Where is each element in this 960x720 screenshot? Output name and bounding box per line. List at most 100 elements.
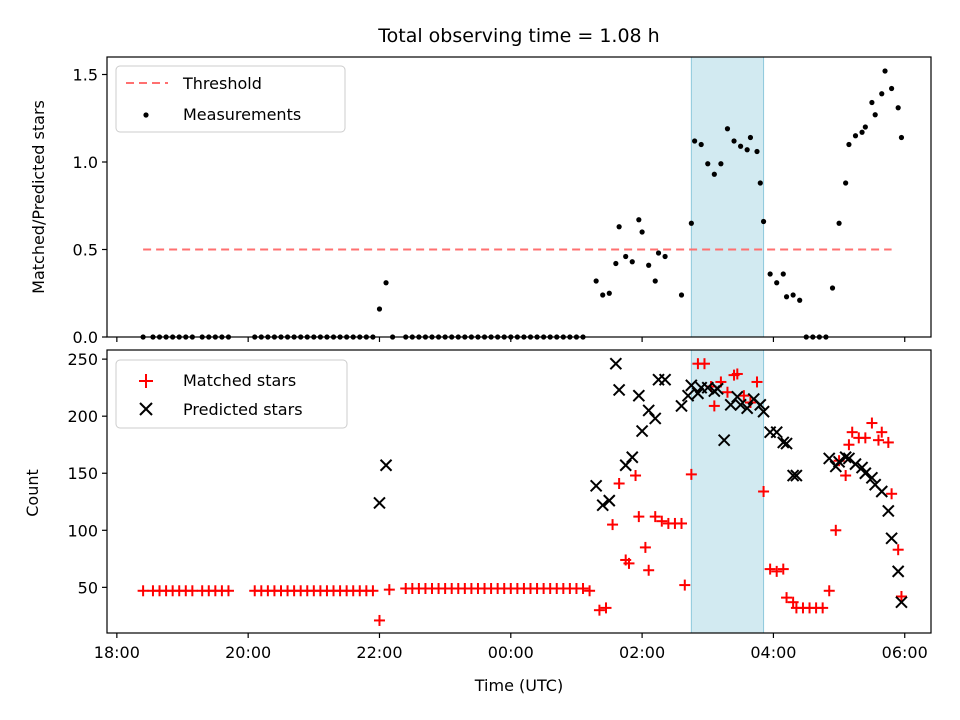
matched-star-point [679, 579, 691, 591]
matched-star-point [656, 515, 668, 527]
measurement-point [688, 220, 694, 226]
x-axis-label: Time (UTC) [474, 676, 563, 695]
measurement-point [797, 297, 803, 303]
predicted-star-point [859, 467, 872, 480]
measurement-point [790, 292, 796, 298]
bottom-y-axis-label: Count [23, 469, 42, 517]
matched-star-point [630, 470, 642, 482]
bottom-y-tick-label: 250 [67, 350, 98, 369]
measurement-point [774, 280, 780, 286]
predicted-star-point [882, 504, 895, 518]
predicted-star-point [675, 399, 688, 413]
predicted-star-point [780, 437, 793, 450]
predicted-star-point [589, 479, 603, 493]
matched-star-point [787, 596, 799, 608]
matched-star-point [633, 511, 645, 523]
bottom-axes-frame [106, 349, 932, 634]
matched-star-point [137, 585, 149, 597]
matched-star-point [593, 604, 605, 616]
predicted-star-point [612, 383, 626, 397]
predicted-star-point [642, 404, 655, 417]
predicted-star-point [724, 398, 737, 411]
top-legend: Threshold Measurements [115, 65, 346, 133]
predicted-star-point [754, 398, 767, 411]
matched-star-point [584, 585, 596, 597]
measurement-point [616, 224, 622, 230]
matched-star-point [698, 358, 710, 370]
top-legend-box [115, 65, 346, 133]
measurement-point [655, 250, 662, 256]
measurement-point [600, 292, 606, 298]
predicted-star-point [895, 595, 908, 609]
top-y-tick-label: 0.0 [73, 328, 98, 347]
predicted-star-point [658, 373, 672, 386]
measurement-point [783, 294, 790, 300]
measurement-point [376, 306, 383, 312]
predicted-star-point [839, 451, 852, 464]
matched-star-point [367, 585, 379, 597]
predicted-star-point [832, 455, 846, 469]
measurement-point [836, 220, 842, 226]
top-highlight-span [690, 56, 765, 338]
legend-matched-swatch [139, 374, 153, 388]
matched-star-point [846, 426, 858, 438]
measurement-point [889, 85, 895, 92]
matched-star-point [886, 488, 898, 500]
matched-star-point [577, 582, 589, 594]
bottom-legend-box [115, 359, 348, 429]
top-y-tick-label: 0.5 [73, 241, 98, 260]
predicted-star-point [777, 436, 790, 449]
top-y-tick-label: 1.5 [73, 66, 98, 85]
predicted-star-point [711, 382, 724, 396]
predicted-star-point [740, 401, 754, 415]
measurement-point [846, 141, 852, 148]
matched-star-point [623, 557, 635, 569]
matched-star-point [721, 386, 733, 398]
measurement-point [662, 253, 668, 260]
bottom-y-tick-label: 100 [67, 521, 98, 540]
predicted-stars-points [373, 357, 908, 609]
predicted-star-point [685, 379, 698, 392]
measurement-point [829, 285, 836, 291]
matched-star-point [607, 519, 619, 531]
measurement-point [678, 292, 685, 298]
measurement-point [724, 126, 731, 132]
measurement-point [760, 218, 767, 225]
x-tick-label: 04:00 [750, 643, 796, 662]
measurement-point [636, 217, 642, 223]
matched-star-point [649, 511, 661, 523]
measurement-point [767, 271, 773, 277]
measurement-point [869, 99, 875, 106]
measurement-point [895, 105, 901, 111]
measurement-point [731, 138, 737, 144]
legend-predicted-swatch [139, 402, 153, 416]
measurement-point [613, 260, 619, 267]
measurement-point [754, 148, 760, 155]
measurement-point [623, 253, 629, 260]
x-tick-label: 18:00 [94, 643, 140, 662]
predicted-star-point [632, 389, 646, 402]
matched-star-point [758, 486, 770, 497]
top-y-ticks: 0.0 0.5 1.0 1.5 [73, 66, 107, 347]
matched-star-point [764, 563, 776, 575]
x-tick-label: 20:00 [225, 643, 271, 662]
predicted-star-point [681, 389, 695, 402]
measurement-point [859, 129, 865, 135]
bottom-y-tick-label: 150 [67, 464, 98, 483]
predicted-star-point [649, 412, 662, 425]
matched-star-point [771, 565, 783, 577]
measurement-point [872, 112, 878, 118]
bottom-y-ticks: 50 100 150 200 250 [67, 350, 107, 597]
measurement-point [646, 262, 652, 268]
measurement-point [698, 141, 704, 148]
matched-star-point [781, 592, 793, 604]
matched-star-point [817, 602, 829, 614]
measurement-point [606, 290, 612, 296]
predicted-star-point [609, 357, 623, 370]
matched-star-point [373, 614, 385, 626]
measurement-point [639, 229, 645, 235]
matched-star-point [866, 417, 878, 429]
measurement-point [737, 143, 744, 149]
top-axes-frame [106, 56, 932, 338]
